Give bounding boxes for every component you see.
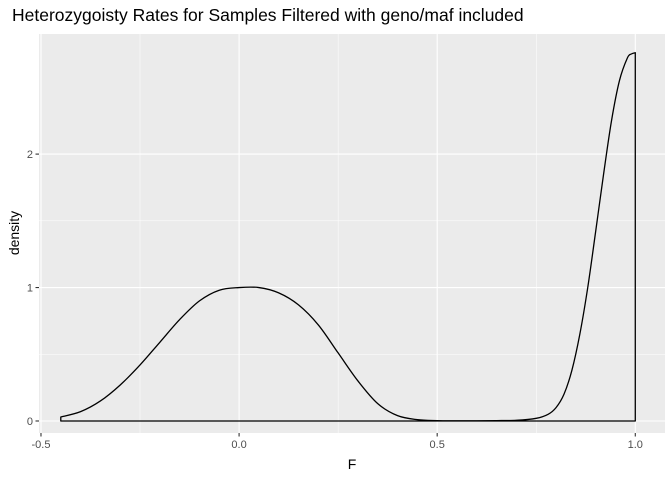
chart-title: Heterozygoisty Rates for Samples Filtere… (12, 5, 524, 25)
x-tick-label: -0.5 (31, 439, 50, 451)
y-tick-label: 2 (27, 149, 33, 161)
y-axis-title: density (6, 211, 22, 255)
x-tick-label: 0.0 (231, 439, 246, 451)
x-axis: -0.5 0.0 0.5 1.0 (31, 433, 643, 451)
y-tick-label: 0 (27, 416, 33, 428)
plot-panel (39, 34, 665, 433)
x-tick-label: 0.5 (430, 439, 445, 451)
minor-grid (39, 34, 665, 433)
x-axis-title: F (348, 456, 357, 472)
y-axis: 0 1 2 (27, 149, 39, 428)
y-tick-label: 1 (27, 283, 33, 295)
x-tick-label: 1.0 (628, 439, 643, 451)
density-curve-0 (60, 52, 636, 422)
series-layer (60, 52, 636, 422)
